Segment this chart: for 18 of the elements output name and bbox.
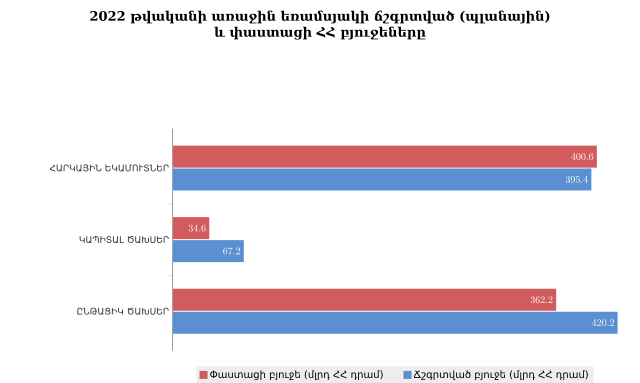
bar <box>172 168 592 190</box>
y-tick-label: ԿԱՊԻՏԱԼ ԾԱԽՍԵՐ <box>80 236 169 243</box>
y-tick-label: ԸՆԹԱՑԻԿ ԾԱԽՍԵՐ <box>77 308 169 314</box>
bar <box>172 216 210 239</box>
data-label: 34.6 <box>188 224 206 232</box>
bar <box>172 311 618 334</box>
bar <box>172 240 244 262</box>
legend-label: Փաստացի բյուջե (մլրդ ՀՀ դրամ) <box>210 370 383 380</box>
data-label: 400.6 <box>571 152 594 160</box>
bar <box>172 288 556 311</box>
legend-label: Ճշգրտված բյուջե (մլրդ ՀՀ դրամ) <box>414 370 588 380</box>
chart-title: 2022 թվականի առաջին եռամսյակի ճշգրտված (պլանային) և փաստացի ՀՀ բյուջեները <box>90 10 550 40</box>
data-label: 67.2 <box>223 247 240 254</box>
y-tick-label: ՀԱՐԿԱՅԻՆ ԵԿԱՄՈՒՏՆԵՐ <box>50 164 169 172</box>
data-label: 395.4 <box>566 176 588 183</box>
data-label: 420.2 <box>592 318 614 326</box>
data-label: 362.2 <box>530 296 552 303</box>
bar <box>172 145 597 168</box>
